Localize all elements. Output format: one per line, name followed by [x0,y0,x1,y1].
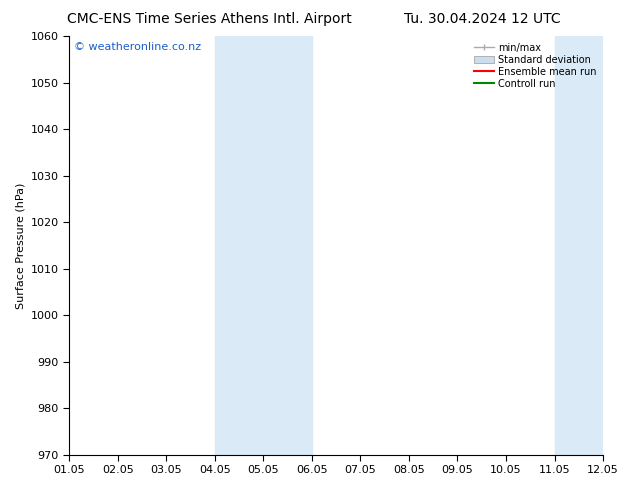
Bar [215,36,312,455]
Bar [555,36,603,455]
Text: CMC-ENS Time Series Athens Intl. Airport: CMC-ENS Time Series Athens Intl. Airport [67,12,352,26]
Legend: min/max, Standard deviation, Ensemble mean run, Controll run: min/max, Standard deviation, Ensemble me… [472,41,598,91]
Text: © weatheronline.co.nz: © weatheronline.co.nz [74,43,202,52]
Text: Tu. 30.04.2024 12 UTC: Tu. 30.04.2024 12 UTC [403,12,560,26]
Y-axis label: Surface Pressure (hPa): Surface Pressure (hPa) [15,182,25,309]
